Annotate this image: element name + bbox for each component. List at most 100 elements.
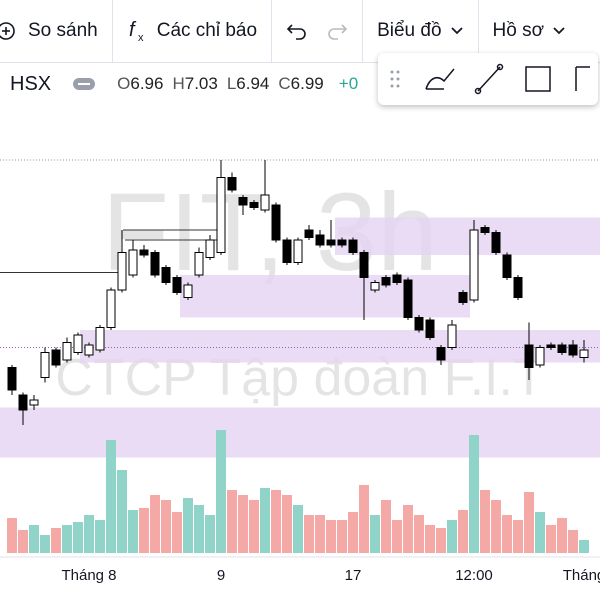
volume-bar bbox=[579, 540, 589, 553]
undo-icon[interactable] bbox=[286, 21, 308, 41]
volume-bar bbox=[315, 515, 325, 553]
candle-body bbox=[117, 252, 127, 291]
x-tick-label: 12:00 bbox=[455, 567, 493, 584]
volume-bar bbox=[183, 498, 193, 553]
candle-body bbox=[469, 229, 479, 301]
redo-icon[interactable] bbox=[326, 21, 348, 41]
volume-bar bbox=[491, 500, 501, 553]
plus-icon bbox=[0, 22, 15, 40]
candle-body bbox=[447, 324, 457, 348]
candle-body bbox=[271, 204, 281, 241]
compare-button[interactable]: So sánh bbox=[0, 0, 113, 62]
candle-body bbox=[95, 327, 105, 351]
volume-bar bbox=[458, 510, 468, 553]
volume-bar bbox=[403, 505, 413, 553]
candle-body bbox=[194, 252, 204, 276]
volume-bar bbox=[29, 525, 39, 553]
volume-bar bbox=[469, 435, 479, 553]
trend-line-tool[interactable] bbox=[474, 63, 504, 95]
candle-body bbox=[161, 267, 171, 283]
candle-body bbox=[150, 252, 160, 276]
candle-body bbox=[359, 252, 369, 278]
candle-body bbox=[238, 197, 248, 206]
volume-bar bbox=[326, 520, 336, 553]
ohlc: O6.96 H7.03 L6.94 C6.99 bbox=[117, 74, 333, 94]
volume-bar bbox=[348, 512, 358, 553]
volume-bar bbox=[84, 515, 94, 553]
more-tool[interactable] bbox=[575, 66, 590, 91]
ohlc-key: H bbox=[172, 74, 185, 93]
rectangle-tool[interactable] bbox=[525, 66, 551, 92]
volume-bar bbox=[304, 515, 314, 553]
volume-bar bbox=[513, 520, 523, 553]
volume-bar bbox=[249, 500, 259, 553]
candle-body bbox=[348, 239, 358, 253]
drawing-toolbar bbox=[378, 53, 598, 105]
candle-body bbox=[392, 274, 402, 283]
chevron bbox=[450, 27, 463, 35]
candle-body bbox=[18, 394, 28, 411]
volume-bar bbox=[40, 535, 50, 553]
ohlc-value: 6.94 bbox=[236, 74, 270, 93]
x-tick-label: Tháng bbox=[563, 567, 600, 584]
candle-body bbox=[260, 194, 270, 211]
ohlc-value: 6.99 bbox=[290, 74, 324, 93]
ohlc-key: C bbox=[278, 74, 291, 93]
volume-bar bbox=[150, 495, 160, 553]
ohlc-key: O bbox=[117, 74, 131, 93]
zone bbox=[0, 407, 600, 458]
candle-body bbox=[7, 367, 17, 391]
candle-body bbox=[106, 289, 116, 328]
volume-bar bbox=[172, 512, 182, 553]
zone bbox=[335, 217, 600, 255]
volume-bar bbox=[392, 520, 402, 553]
volume-bar bbox=[260, 488, 270, 553]
volume-bar bbox=[238, 495, 248, 553]
volume-bar bbox=[139, 508, 149, 553]
candle-body bbox=[216, 177, 226, 253]
change: +0 bbox=[338, 74, 359, 93]
symbol-bar: HSX O6.96 H7.03 L6.94 C6.99 +0 bbox=[0, 63, 600, 105]
candle-body bbox=[403, 279, 413, 318]
x-tick-label: 9 bbox=[217, 567, 225, 584]
candle-body bbox=[128, 249, 138, 276]
volume-bar bbox=[73, 522, 83, 553]
volume-bar bbox=[62, 525, 72, 553]
candle-body bbox=[205, 239, 215, 258]
candle-body bbox=[557, 344, 567, 353]
candle-body bbox=[227, 177, 237, 191]
undo-redo bbox=[272, 0, 364, 62]
x-tick-label: 17 bbox=[345, 567, 362, 584]
volume-bar bbox=[436, 528, 446, 553]
ohlc-value: 7.03 bbox=[184, 74, 218, 93]
candle-body bbox=[62, 342, 72, 361]
candle-body bbox=[491, 232, 501, 253]
candle-body bbox=[535, 347, 545, 366]
volume-bar bbox=[337, 520, 347, 553]
volume-bar bbox=[161, 500, 171, 553]
profile-menu[interactable]: Hồ sơ bbox=[479, 0, 581, 62]
volume-bar bbox=[414, 515, 424, 553]
volume-bar bbox=[480, 490, 490, 553]
chart-menu[interactable]: Biểu đồ bbox=[363, 0, 479, 62]
candle-body bbox=[337, 239, 347, 246]
volume-bar bbox=[293, 505, 303, 553]
candle-body bbox=[51, 349, 61, 366]
volume-bar bbox=[227, 490, 237, 553]
chart-menu-label: Biểu đồ bbox=[377, 20, 442, 41]
ohlc-key: L bbox=[226, 74, 237, 93]
brush-tool[interactable] bbox=[425, 68, 455, 90]
zone bbox=[80, 330, 600, 363]
volume-bar bbox=[535, 512, 545, 553]
x-tick-label: Tháng 8 bbox=[61, 567, 116, 584]
volume-bar bbox=[447, 520, 457, 553]
candle-body bbox=[458, 292, 468, 303]
collapse-toggle[interactable] bbox=[71, 74, 101, 94]
volume-bar bbox=[359, 485, 369, 553]
volume-bar bbox=[381, 500, 391, 553]
